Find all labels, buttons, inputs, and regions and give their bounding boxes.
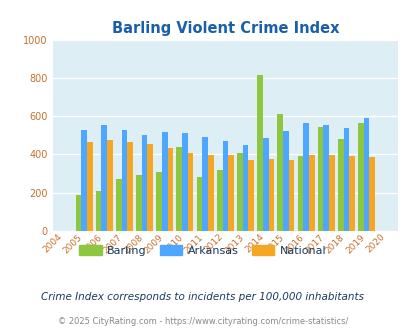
Bar (348, 156, 354, 231)
Bar (216, 170, 222, 231)
Bar (81, 130, 87, 231)
Bar (357, 123, 363, 231)
Bar (222, 141, 228, 231)
Bar (257, 75, 262, 231)
Bar (343, 128, 348, 231)
Bar (202, 137, 207, 231)
Bar (196, 178, 202, 231)
Bar (127, 142, 132, 231)
Bar (303, 123, 308, 231)
Bar (176, 147, 182, 231)
Bar (207, 155, 213, 231)
Bar (337, 139, 343, 231)
Text: © 2025 CityRating.com - https://www.cityrating.com/crime-statistics/: © 2025 CityRating.com - https://www.city… (58, 317, 347, 326)
Bar (308, 155, 314, 231)
Bar (317, 127, 323, 231)
Bar (75, 195, 81, 231)
Bar (87, 142, 92, 231)
Bar (268, 159, 273, 231)
Bar (328, 155, 334, 231)
Bar (141, 135, 147, 231)
Bar (96, 191, 101, 231)
Legend: Barling, Arkansas, National: Barling, Arkansas, National (75, 241, 330, 260)
Bar (262, 138, 268, 231)
Bar (167, 148, 173, 231)
Bar (363, 118, 369, 231)
Bar (323, 125, 328, 231)
Bar (282, 131, 288, 231)
Bar (277, 114, 282, 231)
Bar (122, 130, 127, 231)
Title: Barling Violent Crime Index: Barling Violent Crime Index (111, 21, 338, 36)
Bar (147, 144, 153, 231)
Bar (116, 179, 121, 231)
Bar (237, 153, 242, 231)
Text: Crime Index corresponds to incidents per 100,000 inhabitants: Crime Index corresponds to incidents per… (41, 292, 364, 302)
Bar (136, 175, 141, 231)
Bar (228, 155, 233, 231)
Bar (297, 156, 303, 231)
Bar (248, 160, 254, 231)
Bar (101, 125, 107, 231)
Bar (369, 157, 374, 231)
Bar (188, 153, 193, 231)
Bar (288, 160, 294, 231)
Bar (107, 140, 113, 231)
Bar (156, 172, 162, 231)
Bar (242, 145, 248, 231)
Bar (162, 132, 167, 231)
Bar (182, 133, 188, 231)
